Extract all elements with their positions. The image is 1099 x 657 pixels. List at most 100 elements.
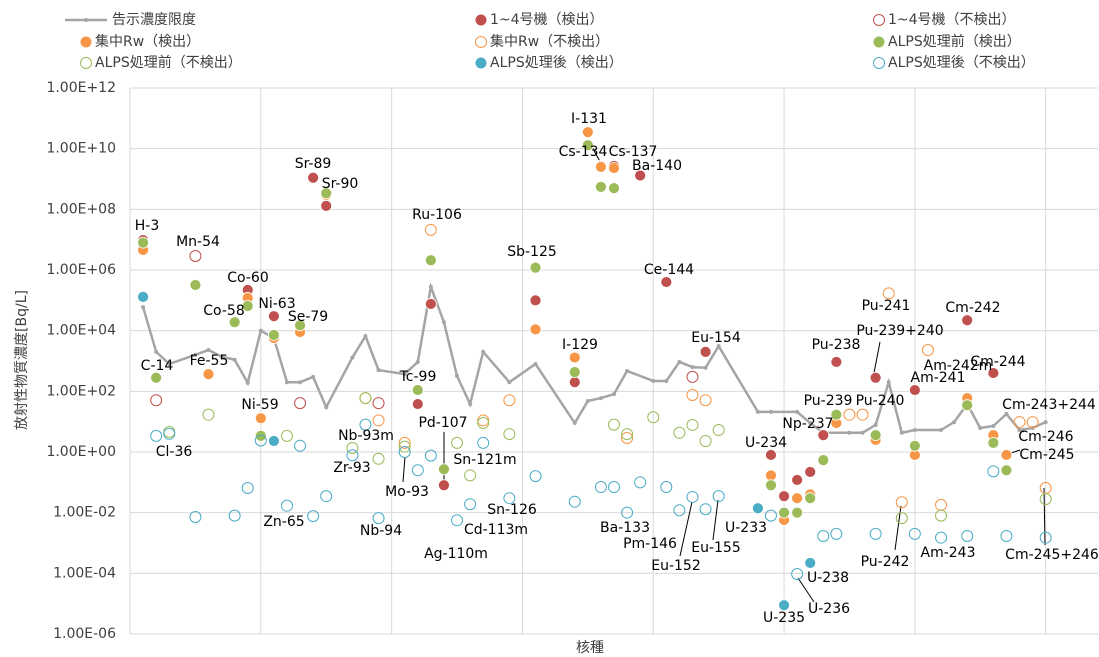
filled-marker [660, 276, 673, 288]
limit-point [324, 405, 329, 410]
open-marker [411, 464, 424, 477]
limit-point [533, 361, 538, 366]
nuclide-label: Ba-140 [632, 158, 682, 174]
open-marker [529, 470, 542, 483]
legend-marker [84, 18, 88, 22]
filled-marker [791, 474, 804, 486]
filled-marker [254, 429, 267, 442]
filled-marker [568, 376, 581, 389]
filled-marker [267, 435, 280, 447]
open-marker [908, 527, 921, 540]
limit-point [219, 354, 224, 359]
filled-marker [1000, 464, 1013, 477]
nuclide-label: Ba-133 [600, 520, 650, 536]
open-marker [372, 452, 385, 465]
filled-marker [228, 316, 241, 329]
nuclide-label: Pu-242 [861, 554, 910, 570]
open-marker [307, 510, 320, 523]
open-marker [280, 429, 293, 442]
limit-point [598, 396, 603, 401]
filled-marker [595, 180, 607, 193]
legend-marker [873, 14, 885, 26]
nuclide-label: U-233 [725, 520, 767, 536]
filled-marker [189, 279, 202, 291]
open-marker [1039, 531, 1052, 544]
filled-marker [424, 254, 437, 267]
open-marker [398, 440, 411, 453]
open-marker [673, 426, 686, 439]
limit-point [572, 421, 577, 426]
open-marker [764, 509, 777, 522]
limit-point [886, 380, 891, 385]
legend-label: 1~4号機（検出） [490, 12, 604, 28]
open-marker [451, 514, 464, 527]
limit-point [939, 428, 944, 433]
filled-marker [908, 439, 921, 452]
open-marker [189, 249, 202, 262]
filled-marker [608, 162, 620, 174]
nuclide-label: Ru-106 [412, 207, 462, 223]
open-marker [882, 287, 895, 300]
open-marker [686, 490, 699, 503]
legend-marker [873, 57, 885, 69]
legend-marker [873, 36, 885, 48]
legend-marker [475, 36, 487, 48]
limit-point [808, 421, 813, 426]
open-marker [686, 388, 699, 401]
limit-point [952, 420, 957, 425]
nuclide-label: Co-58 [203, 303, 244, 319]
limit-point [154, 349, 159, 354]
limit-point [402, 372, 407, 377]
nuclide-label: Am-241 [911, 370, 966, 386]
nuclide-label: Cm-245+246 [1005, 547, 1099, 563]
open-marker [686, 418, 699, 431]
limit-point [428, 284, 433, 289]
limit-point [507, 380, 512, 385]
nuclide-label: Pm-146 [623, 536, 677, 552]
nuclide-label: I-131 [571, 111, 607, 127]
limit-point [651, 378, 656, 383]
open-marker [424, 449, 437, 462]
filled-marker [241, 300, 254, 312]
limit-point [677, 359, 682, 364]
open-marker [294, 439, 307, 452]
open-marker [503, 428, 516, 441]
open-marker [843, 408, 856, 421]
open-marker [464, 469, 477, 482]
leader-line [712, 499, 719, 541]
limit-point [755, 409, 760, 414]
filled-marker [424, 298, 437, 310]
limit-point [311, 374, 316, 379]
nuclide-label: Cm-243+244 [1002, 397, 1096, 413]
leader-line [797, 577, 815, 603]
filled-marker [987, 436, 1000, 449]
limit-point [376, 368, 381, 373]
y-tick-label: 1.00E-04 [53, 565, 116, 581]
open-marker [280, 499, 293, 512]
open-marker [621, 431, 634, 444]
open-marker [150, 429, 163, 442]
open-marker [594, 481, 607, 494]
nuclide-label: Pd-107 [418, 415, 467, 431]
legend-marker [80, 57, 92, 69]
open-marker [451, 436, 464, 449]
limit-point [625, 368, 630, 373]
open-marker [241, 482, 254, 495]
open-marker [346, 449, 359, 462]
limit-point [481, 349, 486, 354]
limit-point [690, 365, 695, 370]
filled-marker [137, 290, 149, 303]
filled-marker [961, 399, 974, 412]
nuclide-label: Sr-89 [295, 156, 332, 172]
filled-marker [765, 469, 777, 482]
y-axis-title: 放射性物質濃度[Bq/L] [14, 290, 30, 430]
open-marker [228, 509, 241, 522]
open-marker [477, 417, 490, 430]
nuclide-label: Ce-144 [644, 262, 694, 278]
limit-point [415, 359, 420, 364]
nuclide-label: Co-60 [227, 270, 268, 286]
open-marker [935, 531, 948, 544]
open-marker [660, 481, 673, 494]
limit-point [468, 402, 473, 407]
filled-marker [150, 371, 163, 384]
